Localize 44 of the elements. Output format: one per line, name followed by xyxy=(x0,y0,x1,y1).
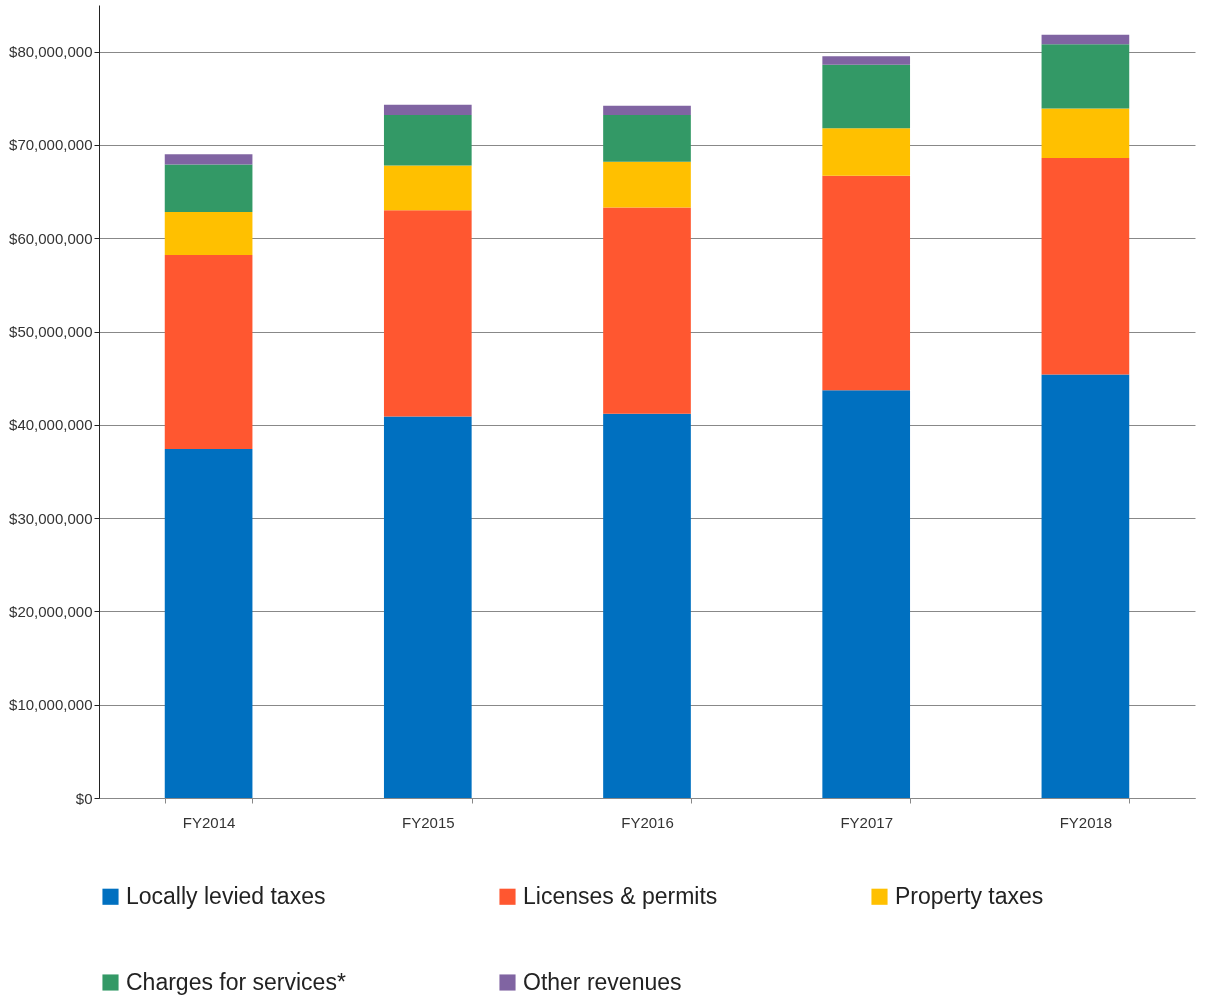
y-tick-label: $0 xyxy=(75,789,93,807)
x-tick-label: FY2016 xyxy=(621,813,674,831)
legend-label: Other revenues xyxy=(523,968,682,995)
bar xyxy=(1041,44,1130,109)
bar xyxy=(822,56,911,65)
bar xyxy=(164,255,253,450)
x-tick-label: FY2018 xyxy=(1059,813,1113,831)
bar xyxy=(164,212,253,256)
y-tick-label: $80,000,000 xyxy=(9,43,93,61)
bar xyxy=(1041,158,1130,375)
bar xyxy=(383,210,472,417)
y-tick-label: $30,000,000 xyxy=(9,509,93,527)
legend-label: Charges for services* xyxy=(126,968,346,995)
y-tick-label: $60,000,000 xyxy=(9,229,93,247)
bar xyxy=(603,413,691,798)
bar xyxy=(383,115,472,166)
x-tick-label: FY2017 xyxy=(840,813,893,831)
bar xyxy=(603,161,691,208)
bar xyxy=(1041,34,1130,45)
bar xyxy=(603,115,691,162)
y-tick-label: $70,000,000 xyxy=(9,136,93,154)
y-tick-label: $40,000,000 xyxy=(9,416,93,434)
bar xyxy=(603,105,691,116)
x-tick-label: FY2015 xyxy=(402,813,455,831)
bar xyxy=(822,128,911,176)
bar xyxy=(383,416,472,798)
bar xyxy=(164,449,253,798)
bar xyxy=(164,154,253,165)
legend-label: Property taxes xyxy=(895,882,1044,909)
bar xyxy=(164,164,253,213)
legend-label: Locally levied taxes xyxy=(126,882,326,909)
y-tick-label: $20,000,000 xyxy=(9,602,93,620)
bar xyxy=(1041,108,1130,158)
y-tick-label: $50,000,000 xyxy=(9,323,93,341)
bar xyxy=(383,165,472,211)
bar xyxy=(822,175,911,391)
bar xyxy=(822,390,911,798)
bar xyxy=(383,104,472,116)
bar xyxy=(822,64,911,129)
bar xyxy=(1041,374,1130,798)
y-tick-label: $10,000,000 xyxy=(9,696,93,714)
bar xyxy=(603,207,691,414)
legend-label: Licenses & permits xyxy=(523,882,718,909)
x-tick-label: FY2014 xyxy=(182,813,236,831)
